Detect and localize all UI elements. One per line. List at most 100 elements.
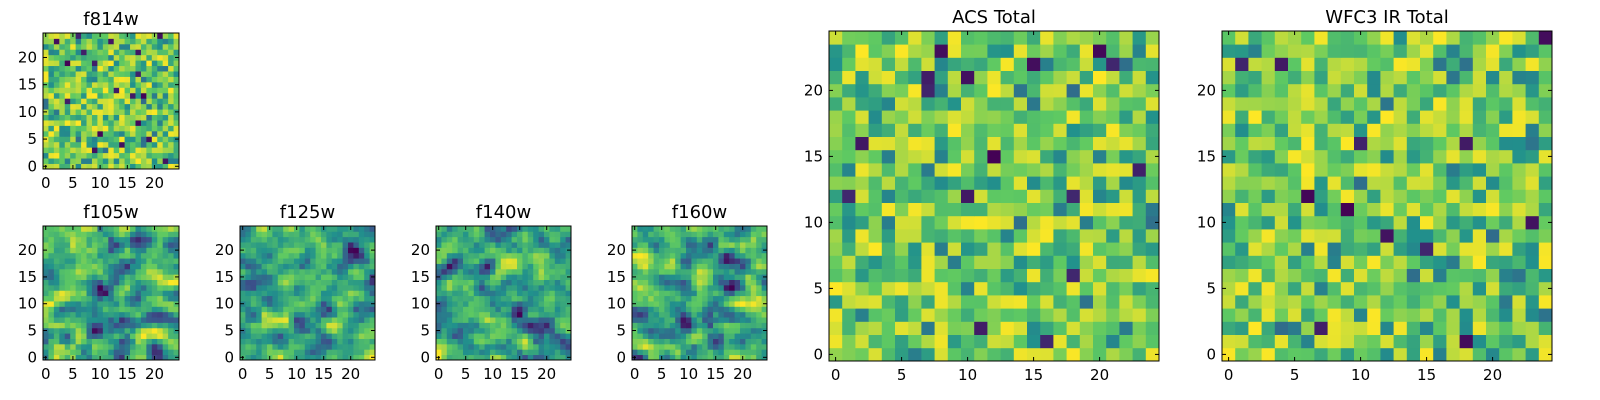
heatmap-cell xyxy=(64,306,71,313)
heatmap-cell xyxy=(895,110,909,124)
heatmap-cell xyxy=(146,226,153,232)
heatmap-cell xyxy=(358,268,365,275)
heatmap-cell xyxy=(272,252,279,259)
heatmap-cell xyxy=(364,295,370,302)
heatmap-cell xyxy=(1106,347,1120,362)
heatmap-cell xyxy=(436,279,442,286)
heatmap-cell xyxy=(245,226,252,232)
heatmap-cell xyxy=(495,290,502,297)
heatmap-cell xyxy=(151,327,158,334)
heatmap-cell xyxy=(43,279,49,286)
heatmap-cell xyxy=(97,130,104,137)
heatmap-cell xyxy=(554,317,561,323)
heatmap-cell xyxy=(135,60,142,67)
heatmap-cell xyxy=(1538,308,1553,322)
heatmap-cell xyxy=(1393,334,1408,349)
heatmap-cell xyxy=(288,349,295,356)
heatmap-cell xyxy=(527,284,534,291)
heatmap-cell xyxy=(75,263,82,270)
heatmap-cell xyxy=(1235,308,1249,322)
heatmap-cell xyxy=(675,290,681,297)
heatmap-cell xyxy=(91,268,98,275)
heatmap-cell xyxy=(283,327,289,334)
heatmap-cell xyxy=(53,81,60,88)
heatmap-cell xyxy=(113,109,120,115)
heatmap-cell xyxy=(59,136,66,143)
heatmap-cell xyxy=(299,333,306,339)
heatmap-cell xyxy=(947,268,962,283)
heatmap-cell xyxy=(64,136,71,143)
heatmap-cell xyxy=(86,242,93,248)
heatmap-cell xyxy=(113,279,120,286)
heatmap-cell xyxy=(1525,44,1540,58)
heatmap-cell xyxy=(702,295,708,302)
heatmap-cell xyxy=(468,349,475,356)
heatmap-cell xyxy=(130,114,136,121)
heatmap-cell xyxy=(75,76,82,83)
heatmap-cell xyxy=(1235,255,1249,269)
heatmap-cell xyxy=(1261,255,1276,269)
heatmap-cell xyxy=(734,279,741,286)
heatmap-cell xyxy=(272,247,279,254)
heatmap-cell xyxy=(517,322,523,329)
heatmap-cell xyxy=(549,263,556,270)
heatmap-cell xyxy=(560,252,566,259)
heatmap-cell xyxy=(1288,242,1302,256)
heatmap-cell xyxy=(484,322,491,329)
heatmap-cell xyxy=(97,252,104,259)
heatmap-cell xyxy=(1446,281,1460,296)
heatmap-cell xyxy=(560,242,566,248)
heatmap-cell xyxy=(908,215,922,230)
heatmap-cell xyxy=(348,263,354,270)
heatmap-cell xyxy=(1079,31,1094,45)
heatmap-cell xyxy=(48,354,55,361)
heatmap-cell xyxy=(240,338,246,345)
heatmap-cell xyxy=(740,349,746,356)
heatmap-cell xyxy=(124,333,131,339)
heatmap-cell xyxy=(441,317,448,323)
heatmap-cell xyxy=(70,76,77,83)
heatmap-cell xyxy=(1538,321,1553,335)
heatmap-cell xyxy=(500,263,507,270)
heatmap-cell xyxy=(135,38,142,45)
heatmap-cell xyxy=(974,44,988,58)
heatmap-cell xyxy=(479,349,485,356)
heatmap-cell xyxy=(842,149,856,164)
heatmap-cell xyxy=(1222,44,1236,58)
heatmap-cell xyxy=(168,152,174,159)
heatmap-cell xyxy=(1327,83,1342,98)
heatmap-cell xyxy=(168,136,174,143)
heatmap-cell xyxy=(1538,149,1553,164)
heatmap-cell xyxy=(70,92,77,99)
heatmap-cell xyxy=(446,349,453,356)
heatmap-cell xyxy=(908,123,922,137)
heatmap-cell xyxy=(119,120,125,126)
heatmap-cell xyxy=(108,252,115,259)
heatmap-cell xyxy=(1288,163,1302,177)
heatmap-cell xyxy=(113,284,120,291)
heatmap-cell xyxy=(1406,163,1421,177)
heatmap-cell xyxy=(446,338,453,345)
heatmap-cell xyxy=(457,242,464,248)
heatmap-cell xyxy=(1486,44,1500,58)
heatmap-cell xyxy=(135,306,142,313)
heatmap-cell xyxy=(1538,163,1553,177)
heatmap-cell xyxy=(157,125,164,132)
heatmap-cell xyxy=(1446,202,1460,217)
heatmap-cell xyxy=(168,38,174,45)
heatmap-cell xyxy=(130,349,136,356)
heatmap-cell xyxy=(680,284,687,291)
heatmap-cell xyxy=(484,317,491,323)
heatmap-cell xyxy=(102,71,109,77)
heatmap-cell xyxy=(342,279,349,286)
heatmap-cell xyxy=(353,258,360,264)
heatmap-cell xyxy=(500,252,507,259)
heatmap-cell xyxy=(342,311,349,318)
heatmap-cell xyxy=(1301,189,1315,203)
heatmap-cell xyxy=(97,65,104,72)
heatmap-cell xyxy=(70,306,77,313)
heatmap-cell xyxy=(490,242,496,248)
heatmap-cell xyxy=(506,333,512,339)
heatmap-cell xyxy=(358,306,365,313)
heatmap-cell xyxy=(113,65,120,72)
